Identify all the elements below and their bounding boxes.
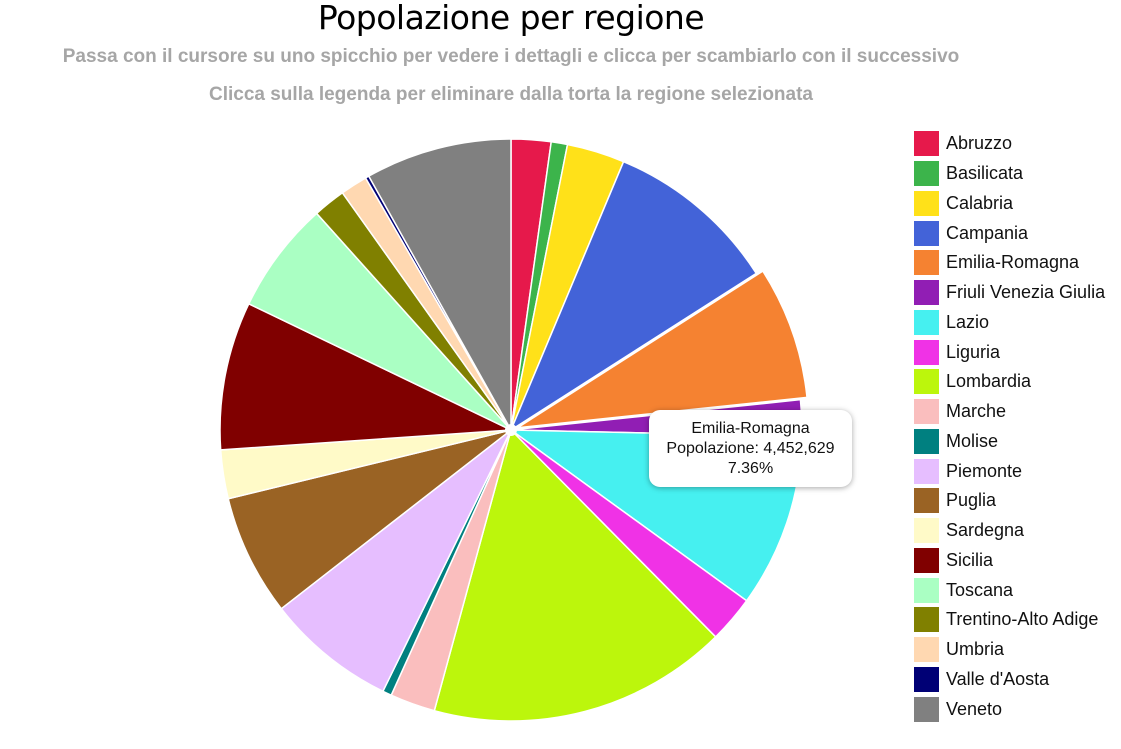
legend-item-basilicata[interactable]: Basilicata: [914, 159, 1105, 189]
pie-slice-lombardia[interactable]: [433, 428, 717, 722]
legend-label: Friuli Venezia Giulia: [946, 282, 1106, 303]
legend-swatch: [914, 161, 939, 187]
legend-swatch: [914, 666, 939, 692]
pie-center-dot: [505, 424, 517, 436]
legend-swatch: [914, 488, 939, 514]
pie-slice-sicilia[interactable]: [219, 302, 514, 451]
legend-swatch: [914, 577, 939, 603]
pie-slice-toscana[interactable]: [247, 212, 512, 431]
legend-label: Puglia: [946, 490, 997, 511]
legend-label: Lazio: [946, 311, 990, 332]
legend-label: Campania: [946, 222, 1029, 243]
legend-item-calabria[interactable]: Calabria: [914, 189, 1105, 219]
legend-item-abruzzo[interactable]: Abruzzo: [914, 129, 1105, 159]
tooltip: Emilia-Romagna Popolazione: 4,452,629 7.…: [649, 410, 852, 487]
legend-item-lazio[interactable]: Lazio: [914, 308, 1105, 338]
legend-item-veneto[interactable]: Veneto: [914, 694, 1105, 724]
legend-item-campania[interactable]: Campania: [914, 218, 1105, 248]
tooltip-percent: 7.36%: [727, 460, 774, 477]
chart-subtitle: Passa con il cursore su uno spicchio per…: [62, 46, 960, 67]
legend-label: Molise: [946, 430, 999, 451]
tooltip-label: Emilia-Romagna: [691, 420, 810, 437]
legend-item-piemonte[interactable]: Piemonte: [914, 456, 1105, 486]
legend-swatch: [914, 369, 939, 395]
legend-swatch: [914, 399, 939, 425]
legend-swatch: [914, 250, 939, 276]
pie-slice-veneto[interactable]: [367, 138, 512, 433]
legend-label: Umbria: [946, 639, 1005, 660]
legend-item-sardegna[interactable]: Sardegna: [914, 516, 1105, 546]
legend-item-umbria[interactable]: Umbria: [914, 635, 1105, 665]
legend-label: Sicilia: [946, 549, 994, 570]
tooltip-value: Popolazione: 4,452,629: [666, 440, 835, 457]
legend-item-liguria[interactable]: Liguria: [914, 337, 1105, 367]
legend-item-puglia[interactable]: Puglia: [914, 486, 1105, 516]
legend-label: Piemonte: [946, 460, 1023, 481]
legend-item-marche[interactable]: Marche: [914, 397, 1105, 427]
pie-slice-emilia-romagna[interactable]: [517, 270, 808, 429]
legend-item-trentino-alto-adige[interactable]: Trentino-Alto Adige: [914, 605, 1105, 635]
legend-label: Toscana: [946, 579, 1014, 600]
legend-label: Marche: [946, 401, 1007, 422]
legend-label: Emilia-Romagna: [946, 252, 1080, 273]
legend-swatch: [914, 339, 939, 365]
legend-label: Veneto: [946, 698, 1003, 719]
legend-item-friuli-venezia-giulia[interactable]: Friuli Venezia Giulia: [914, 278, 1105, 308]
legend-swatch: [914, 428, 939, 454]
legend-label: Calabria: [946, 192, 1014, 213]
legend-swatch: [914, 280, 939, 306]
legend-swatch: [914, 220, 939, 246]
legend-swatch: [914, 309, 939, 335]
legend-item-emilia-romagna[interactable]: Emilia-Romagna: [914, 248, 1105, 278]
pie-slice-puglia[interactable]: [227, 429, 512, 610]
legend-swatch: [914, 547, 939, 573]
legend-label: Basilicata: [946, 163, 1024, 184]
legend-item-sicilia[interactable]: Sicilia: [914, 546, 1105, 576]
pie-slice-piemonte[interactable]: [280, 429, 512, 693]
legend-swatch: [914, 131, 939, 157]
legend-swatch: [914, 190, 939, 216]
chart-subtitle-2: Clicca sulla legenda per eliminare dalla…: [208, 84, 813, 105]
legend-item-valle-d-aosta[interactable]: Valle d'Aosta: [914, 665, 1105, 695]
chart-title: Popolazione per regione: [317, 0, 705, 37]
legend-swatch: [914, 458, 939, 484]
legend-item-molise[interactable]: Molise: [914, 427, 1105, 457]
pie-slice-campania[interactable]: [509, 160, 758, 432]
legend-swatch: [914, 518, 939, 544]
legend: Abruzzo Basilicata Calabria Campania Emilia-…: [914, 129, 1105, 724]
legend-item-toscana[interactable]: Toscana: [914, 575, 1105, 605]
legend-item-lombardia[interactable]: Lombardia: [914, 367, 1105, 397]
legend-label: Valle d'Aosta: [946, 668, 1050, 689]
legend-label: Lombardia: [946, 371, 1032, 392]
legend-swatch: [914, 696, 939, 722]
legend-label: Trentino-Alto Adige: [946, 609, 1099, 630]
legend-swatch: [914, 637, 939, 663]
legend-label: Liguria: [946, 341, 1001, 362]
legend-label: Abruzzo: [946, 133, 1013, 154]
legend-label: Sardegna: [946, 520, 1025, 541]
legend-swatch: [914, 607, 939, 633]
